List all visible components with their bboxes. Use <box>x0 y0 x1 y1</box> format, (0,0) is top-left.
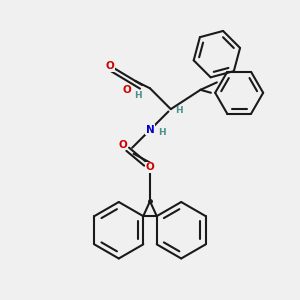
Text: N: N <box>146 125 154 135</box>
Text: H: H <box>134 91 141 100</box>
Text: O: O <box>122 85 131 95</box>
Text: O: O <box>106 61 114 71</box>
Text: H: H <box>175 106 183 115</box>
Text: H: H <box>158 128 166 137</box>
Text: O: O <box>146 162 154 172</box>
Text: O: O <box>119 140 128 150</box>
